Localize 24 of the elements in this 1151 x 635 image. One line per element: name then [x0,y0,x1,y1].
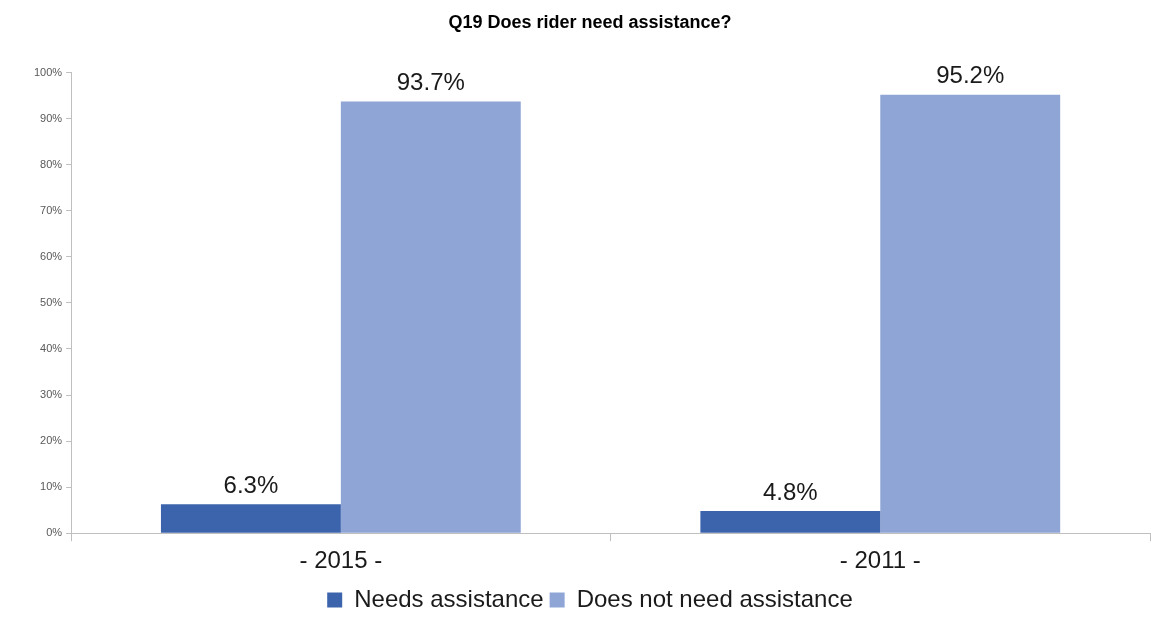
y-tick-label: 60% [40,249,63,262]
data-label: 6.3% [223,470,279,498]
y-tick-label: 50% [40,295,63,308]
y-tick-label: 90% [40,111,63,124]
y-tick-label: 30% [40,388,63,401]
legend-label: Does not need assistance [576,584,853,612]
y-tick-label: 10% [40,480,63,493]
bar [160,504,341,533]
bar [880,94,1061,533]
x-tick-label: - 2015 - [299,546,383,574]
y-tick-label: 100% [33,65,63,78]
data-label: 4.8% [762,477,818,505]
bar [340,101,521,533]
bar [700,511,881,533]
data-label: 95.2% [936,61,1005,89]
data-label: 93.7% [396,68,465,96]
legend-label: Needs assistance [354,584,544,612]
y-tick-label: 70% [40,203,63,216]
y-tick-label: 20% [40,434,63,447]
x-tick-label: - 2011 - [839,546,921,574]
y-tick-label: 80% [40,157,63,170]
chart-title: Q19 Does rider need assistance? [448,11,732,32]
y-tick-label: 0% [46,526,63,539]
y-tick-label: 40% [40,341,63,354]
